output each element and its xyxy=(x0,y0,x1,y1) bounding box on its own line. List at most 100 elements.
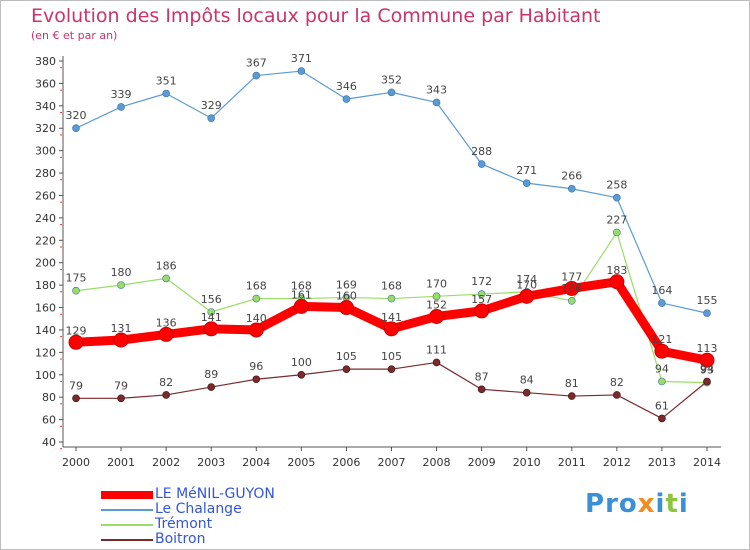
data-label-series-3: 79 xyxy=(69,379,83,392)
point-series-1 xyxy=(567,184,576,193)
data-label-series-3: 105 xyxy=(381,350,402,363)
y-tick-label: 180 xyxy=(35,279,56,292)
data-label-series-3: 81 xyxy=(565,377,579,390)
point-series-0 xyxy=(113,332,129,348)
data-label-series-1: 371 xyxy=(291,52,312,65)
legend-swatch-series-1 xyxy=(101,508,153,511)
data-label-series-1: 351 xyxy=(156,74,177,87)
data-label-series-0: 177 xyxy=(561,270,582,283)
data-label-series-1: 258 xyxy=(606,179,627,192)
legend-label-series-1: Le Chalange xyxy=(155,501,242,517)
point-series-0 xyxy=(519,288,535,304)
x-tick-label: 2001 xyxy=(107,456,135,469)
data-label-series-1: 343 xyxy=(426,83,447,96)
point-series-3 xyxy=(162,391,170,399)
point-series-3 xyxy=(522,388,531,397)
point-series-3 xyxy=(567,392,576,400)
data-label-series-2: 169 xyxy=(336,278,357,291)
y-tick-label: 160 xyxy=(35,302,56,315)
data-label-series-3: 87 xyxy=(475,370,489,383)
x-tick-label: 2008 xyxy=(423,456,451,469)
point-series-1 xyxy=(297,67,306,75)
point-series-2 xyxy=(477,290,486,298)
data-label-series-0: 152 xyxy=(426,298,447,311)
data-label-series-3: 105 xyxy=(336,350,357,363)
y-tick-label: 380 xyxy=(35,55,56,68)
point-series-0 xyxy=(699,352,715,368)
legend-swatch-series-2 xyxy=(101,523,153,526)
data-label-series-3: 96 xyxy=(249,360,263,373)
point-series-2 xyxy=(252,294,261,303)
data-label-series-0: 183 xyxy=(606,264,627,277)
data-label-series-2: 174 xyxy=(516,273,537,286)
data-label-series-1: 352 xyxy=(381,73,402,86)
point-series-3 xyxy=(207,383,216,391)
y-tick-label: 200 xyxy=(35,257,56,270)
data-label-series-0: 136 xyxy=(156,316,177,329)
point-series-1 xyxy=(522,179,531,187)
x-tick-label: 2011 xyxy=(558,456,586,469)
data-label-series-0: 113 xyxy=(696,342,717,355)
point-series-0 xyxy=(609,274,625,290)
legend-swatch-series-0 xyxy=(101,490,153,499)
y-tick-label: 260 xyxy=(35,189,56,202)
point-series-2 xyxy=(567,297,576,305)
x-tick-label: 2000 xyxy=(62,456,90,469)
y-tick-label: 120 xyxy=(35,346,56,359)
point-series-1 xyxy=(162,89,170,98)
data-label-series-1: 329 xyxy=(201,99,222,112)
data-label-series-3: 84 xyxy=(520,374,534,387)
point-series-1 xyxy=(477,160,486,168)
point-series-0 xyxy=(158,326,174,342)
point-series-2 xyxy=(432,292,441,301)
point-series-2 xyxy=(387,294,396,303)
data-label-series-3: 61 xyxy=(655,399,669,412)
data-label-series-0: 141 xyxy=(381,311,402,324)
point-series-0 xyxy=(203,321,219,337)
point-series-2 xyxy=(658,377,666,386)
point-series-3 xyxy=(387,365,396,373)
chart-title: Evolution des Impôts locaux pour la Comm… xyxy=(31,5,601,27)
data-label-series-0: 121 xyxy=(651,333,672,346)
data-label-series-1: 266 xyxy=(561,170,582,183)
point-series-3 xyxy=(477,385,486,394)
data-label-series-2: 227 xyxy=(606,213,627,226)
legend-label-series-0: LE MéNIL-GUYON xyxy=(155,486,275,502)
data-label-series-0: 161 xyxy=(291,288,312,301)
x-tick-label: 2003 xyxy=(197,456,225,469)
legend-label-series-2: Trémont xyxy=(155,516,213,532)
point-series-1 xyxy=(252,71,261,80)
chart-subtitle: (en € et par an) xyxy=(31,29,118,42)
point-series-1 xyxy=(432,98,441,107)
point-series-3 xyxy=(72,394,80,403)
data-label-series-3: 82 xyxy=(610,376,624,389)
x-tick-label: 2004 xyxy=(242,456,270,469)
data-label-series-0: 157 xyxy=(471,293,492,306)
data-label-series-3: 89 xyxy=(204,368,218,381)
legend-swatch-series-3 xyxy=(101,538,153,541)
x-tick-label: 2007 xyxy=(377,456,405,469)
logo-letter: i xyxy=(678,489,689,519)
data-label-series-2: 168 xyxy=(381,280,402,293)
logo-letter: x xyxy=(637,489,656,519)
point-series-0 xyxy=(248,322,264,338)
data-label-series-1: 367 xyxy=(246,57,267,70)
point-series-3 xyxy=(658,414,666,423)
point-series-0 xyxy=(654,343,670,359)
data-label-series-2: 180 xyxy=(111,266,132,279)
data-label-series-2: 186 xyxy=(156,259,177,272)
point-series-2 xyxy=(207,308,216,316)
y-tick-label: 220 xyxy=(35,234,56,247)
point-series-1 xyxy=(117,103,125,111)
point-series-1 xyxy=(387,88,396,97)
logo-letter: o xyxy=(618,489,638,519)
point-series-2 xyxy=(162,274,170,283)
point-series-3 xyxy=(432,358,441,367)
point-series-3 xyxy=(703,377,711,386)
y-tick-label: 340 xyxy=(35,100,56,113)
legend-label-series-3: Boitron xyxy=(155,531,206,547)
logo-letter: t xyxy=(665,489,679,519)
y-tick-label: 360 xyxy=(35,77,56,90)
